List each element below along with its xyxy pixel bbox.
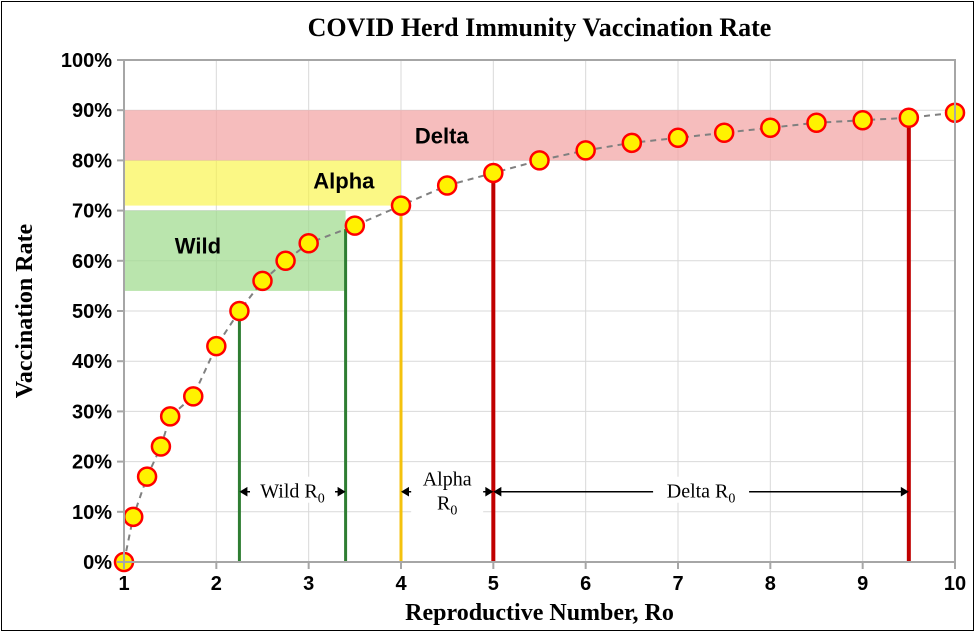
y-tick-label: 60% [72,251,112,273]
y-tick-label: 10% [72,502,112,524]
curve-marker [808,114,826,132]
band-label: Wild [175,234,221,259]
x-tick-label: 1 [118,573,129,595]
curve-marker [484,164,502,182]
curve-marker [230,302,248,320]
curve-marker [138,468,156,486]
band-label: Alpha [313,168,375,193]
curve-marker [207,337,225,355]
curve-marker [438,177,456,195]
y-tick-label: 50% [72,301,112,323]
y-tick-label: 100% [61,50,112,72]
curve-marker [161,407,179,425]
curve-marker [392,197,410,215]
x-tick-label: 2 [211,573,222,595]
curve-marker [346,217,364,235]
y-tick-label: 80% [72,150,112,172]
range-label: Alpha [423,469,472,491]
x-tick-label: 4 [395,573,407,595]
x-tick-label: 8 [765,573,776,595]
x-axis-label: Reproductive Number, Ro [405,600,674,626]
x-tick-label: 9 [857,573,868,595]
curve-marker [152,438,170,456]
x-tick-label: 10 [944,573,966,595]
x-tick-label: 3 [303,573,314,595]
x-tick-label: 7 [672,573,683,595]
y-tick-label: 30% [72,401,112,423]
curve-marker [254,272,272,290]
chart-svg: COVID Herd Immunity Vaccination Rate Wild… [0,0,975,632]
y-tick-label: 90% [72,100,112,122]
chart-title: COVID Herd Immunity Vaccination Rate [308,13,772,42]
y-tick-label: 40% [72,351,112,373]
y-tick-label: 0% [83,552,112,574]
delta-band [124,110,909,160]
curve-marker [900,109,918,127]
curve-marker [300,234,318,252]
x-tick-label: 5 [488,573,499,595]
curve-marker [277,252,295,270]
chart-container: COVID Herd Immunity Vaccination Rate Wild… [0,0,975,632]
curve-marker [854,111,872,129]
curve-marker [184,387,202,405]
curve-marker [761,119,779,137]
y-axis-label: Vaccination Rate [12,223,38,398]
x-tick-label: 6 [580,573,591,595]
curve-marker [669,129,687,147]
y-tick-label: 20% [72,452,112,474]
curve-marker [623,134,641,152]
band-label: Delta [415,123,470,148]
curve-marker [577,141,595,159]
curve-marker [715,124,733,142]
curve-marker [124,508,142,526]
curve-marker [531,151,549,169]
y-tick-label: 70% [72,201,112,223]
